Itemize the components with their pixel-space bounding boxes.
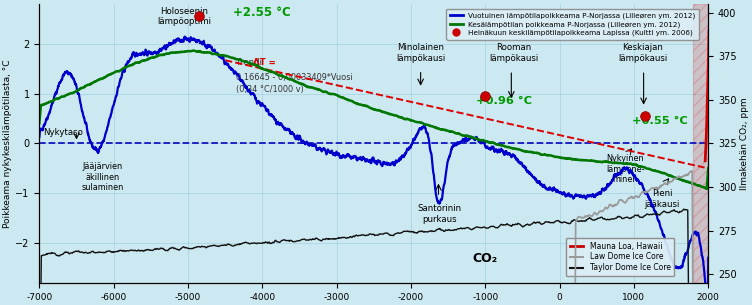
Text: ΔT =: ΔT = (253, 58, 276, 67)
Text: Pieni
jääkausi: Pieni jääkausi (644, 189, 680, 209)
Text: Rooman
lämpökausi: Rooman lämpökausi (489, 43, 538, 63)
Text: CO₂: CO₂ (472, 252, 498, 265)
Text: Holoseenin
lämpöoptimi: Holoseenin lämpöoptimi (157, 7, 211, 27)
Text: Trendi: Trendi (236, 58, 265, 67)
Text: Nykytaso: Nykytaso (43, 128, 83, 137)
Text: Jääjärvien
äkillinen
sulaminen: Jääjärvien äkillinen sulaminen (81, 162, 124, 192)
Y-axis label: Ilmakehän CO₂, ppm: Ilmakehän CO₂, ppm (739, 97, 748, 190)
Legend: Mauna Loa, Hawaii, Law Dome Ice Core, Taylor Dome Ice Core: Mauna Loa, Hawaii, Law Dome Ice Core, Ta… (566, 238, 675, 276)
Y-axis label: Poikkeama nykykeskilämpötilasta, °C: Poikkeama nykykeskilämpötilasta, °C (4, 59, 13, 228)
Text: Santorinin
purkaus: Santorinin purkaus (417, 204, 461, 224)
Text: +0.96 °C: +0.96 °C (475, 95, 532, 106)
Text: Keskiajan
lämpökausi: Keskiajan lämpökausi (618, 43, 668, 63)
Text: Minolainen
lämpökausi: Minolainen lämpökausi (396, 43, 445, 63)
Text: +0.55 °C: +0.55 °C (632, 116, 688, 125)
Text: Nykyinen
lämpene-
minen: Nykyinen lämpene- minen (606, 154, 644, 184)
Text: (0,34 °C/1000 v): (0,34 °C/1000 v) (236, 85, 304, 94)
Text: +2.55 °C: +2.55 °C (232, 6, 290, 20)
Text: 0,16645 - 0,00033409*Vuosi: 0,16645 - 0,00033409*Vuosi (236, 73, 353, 82)
Bar (693, 4, 708, 283)
Bar (693, 4, 708, 283)
